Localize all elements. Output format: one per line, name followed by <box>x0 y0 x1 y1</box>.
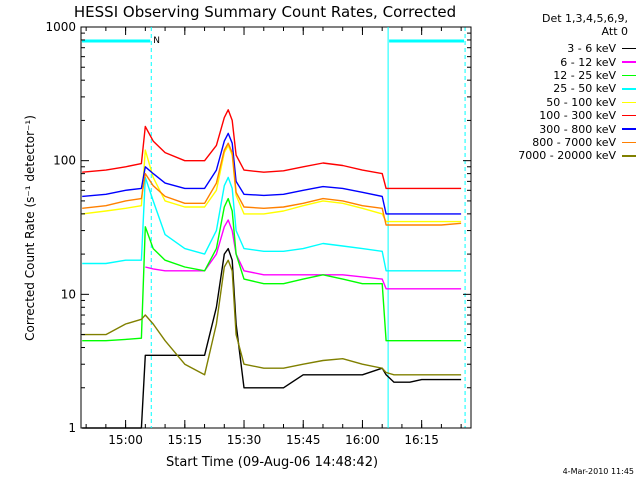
legend-header-attenuator: Att 0 <box>601 25 628 38</box>
legend-swatch-5 <box>622 114 636 117</box>
legend-label-4: 50 - 100 keV <box>546 95 616 109</box>
legend-swatch-7 <box>622 141 636 144</box>
series-line-7 <box>82 142 462 226</box>
series-line-0 <box>82 247 462 429</box>
legend-entry-3: 25 - 50 keV <box>472 82 636 95</box>
y-axis-label: Corrected Count Rate (s⁻¹ detector⁻¹) <box>23 115 37 341</box>
legend-entry-8: 7000 - 20000 keV <box>472 149 636 162</box>
legend-swatch-8 <box>622 155 636 157</box>
x-tick-label-2: 15:30 <box>227 433 262 447</box>
series-line-8 <box>82 259 462 376</box>
series-line-2 <box>82 197 462 342</box>
legend-label-8: 7000 - 20000 keV <box>518 149 616 163</box>
y-tick-label-2: 100 <box>53 154 76 168</box>
legend-entry-7: 800 - 7000 keV <box>472 136 636 149</box>
legend-entry-5: 100 - 300 keV <box>472 109 636 122</box>
series-line-3 <box>82 176 462 272</box>
legend-swatch-3 <box>622 88 636 90</box>
chart-title: HESSI Observing Summary Count Rates, Cor… <box>74 3 456 21</box>
timestamp: 4-Mar-2010 11:45 <box>562 467 634 476</box>
axes: 15:00 15:15 15:30 15:45 16:00 16:15 1 10 100 1000 <box>45 20 471 447</box>
plot-frame <box>80 26 472 429</box>
series-line-4 <box>82 144 462 223</box>
legend-label-0: 3 - 6 keV <box>567 42 616 56</box>
legend-entry-4: 50 - 100 keV <box>472 96 636 109</box>
x-tick-label-3: 15:45 <box>286 433 321 447</box>
night-intervals <box>82 27 466 428</box>
legend-label-5: 100 - 300 keV <box>539 109 616 123</box>
legend-swatch-0 <box>622 47 636 50</box>
night-marker-label: N <box>153 36 160 46</box>
series-lines <box>82 109 462 429</box>
legend-entry-1: 6 - 12 keV <box>472 55 636 69</box>
x-tick-label-1: 15:15 <box>168 433 203 447</box>
series-line-6 <box>82 132 462 215</box>
y-tick-label-0: 1 <box>68 421 76 435</box>
y-tick-label-3: 1000 <box>45 20 76 34</box>
legend-label-2: 12 - 25 keV <box>553 68 616 82</box>
x-tick-label-5: 16:15 <box>404 433 439 447</box>
legend-entry-6: 300 - 800 keV <box>472 122 636 136</box>
legend-header-detectors: Det 1,3,4,5,6,9, <box>541 12 628 25</box>
legend-swatch-2 <box>622 74 636 77</box>
legend-label-3: 25 - 50 keV <box>553 82 616 96</box>
legend-label-7: 800 - 7000 keV <box>532 135 616 149</box>
x-tick-label-0: 15:00 <box>108 433 143 447</box>
y-tick-label-1: 10 <box>61 287 76 301</box>
legend-swatch-4 <box>622 101 636 103</box>
legend-swatch-1 <box>622 61 636 63</box>
legend-entry-0: 3 - 6 keV <box>472 42 636 55</box>
legend-label-6: 300 - 800 keV <box>539 122 616 136</box>
legend: 3 - 6 keV 6 - 12 keV 12 - 25 keV 25 - 50 ke… <box>472 42 636 163</box>
legend-entry-2: 12 - 25 keV <box>472 69 636 82</box>
legend-label-1: 6 - 12 keV <box>560 55 616 69</box>
series-line-5 <box>82 109 462 190</box>
legend-swatch-6 <box>622 128 636 130</box>
x-axis-label: Start Time (09-Aug-06 14:48:42) <box>166 455 378 470</box>
x-tick-label-4: 16:00 <box>345 433 380 447</box>
